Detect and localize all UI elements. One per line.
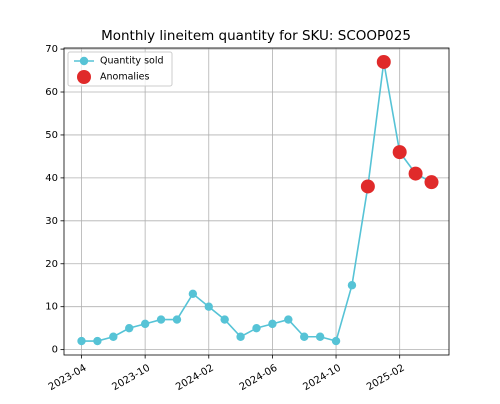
point	[188, 289, 198, 299]
y-tick-label: 10	[45, 302, 58, 313]
y-tick-label: 0	[52, 345, 58, 356]
legend-label: Anomalies	[100, 72, 150, 83]
y-tick-label: 30	[45, 216, 58, 227]
legend-marker	[77, 70, 91, 84]
y-tick-label: 70	[45, 44, 58, 55]
point	[252, 323, 261, 333]
point	[156, 315, 166, 324]
point	[300, 332, 309, 341]
legend-marker	[79, 56, 89, 66]
y-tick-label: 60	[45, 87, 58, 98]
point	[268, 319, 277, 329]
point	[331, 336, 341, 346]
legend-label: Quantity sold	[100, 56, 164, 67]
y-tick-label: 20	[45, 259, 58, 270]
point	[220, 315, 229, 324]
point	[315, 332, 325, 341]
anomaly-point	[376, 54, 391, 69]
y-tick-label: 50	[45, 130, 58, 141]
chart-title: Monthly lineitem quantity for SKU: SCOOP…	[101, 28, 411, 44]
plot-frame	[63, 47, 450, 356]
point	[93, 336, 102, 346]
point	[77, 336, 86, 346]
point	[109, 332, 118, 341]
point	[236, 332, 245, 341]
point	[172, 315, 182, 324]
point	[140, 319, 150, 329]
point	[284, 315, 293, 324]
anomaly-point	[392, 145, 407, 160]
point	[347, 281, 357, 290]
point	[125, 323, 134, 333]
point	[204, 302, 213, 311]
anomaly-point	[408, 166, 423, 181]
anomaly-point	[360, 179, 375, 194]
y-tick-label: 40	[45, 173, 58, 184]
anomaly-point	[424, 175, 439, 190]
